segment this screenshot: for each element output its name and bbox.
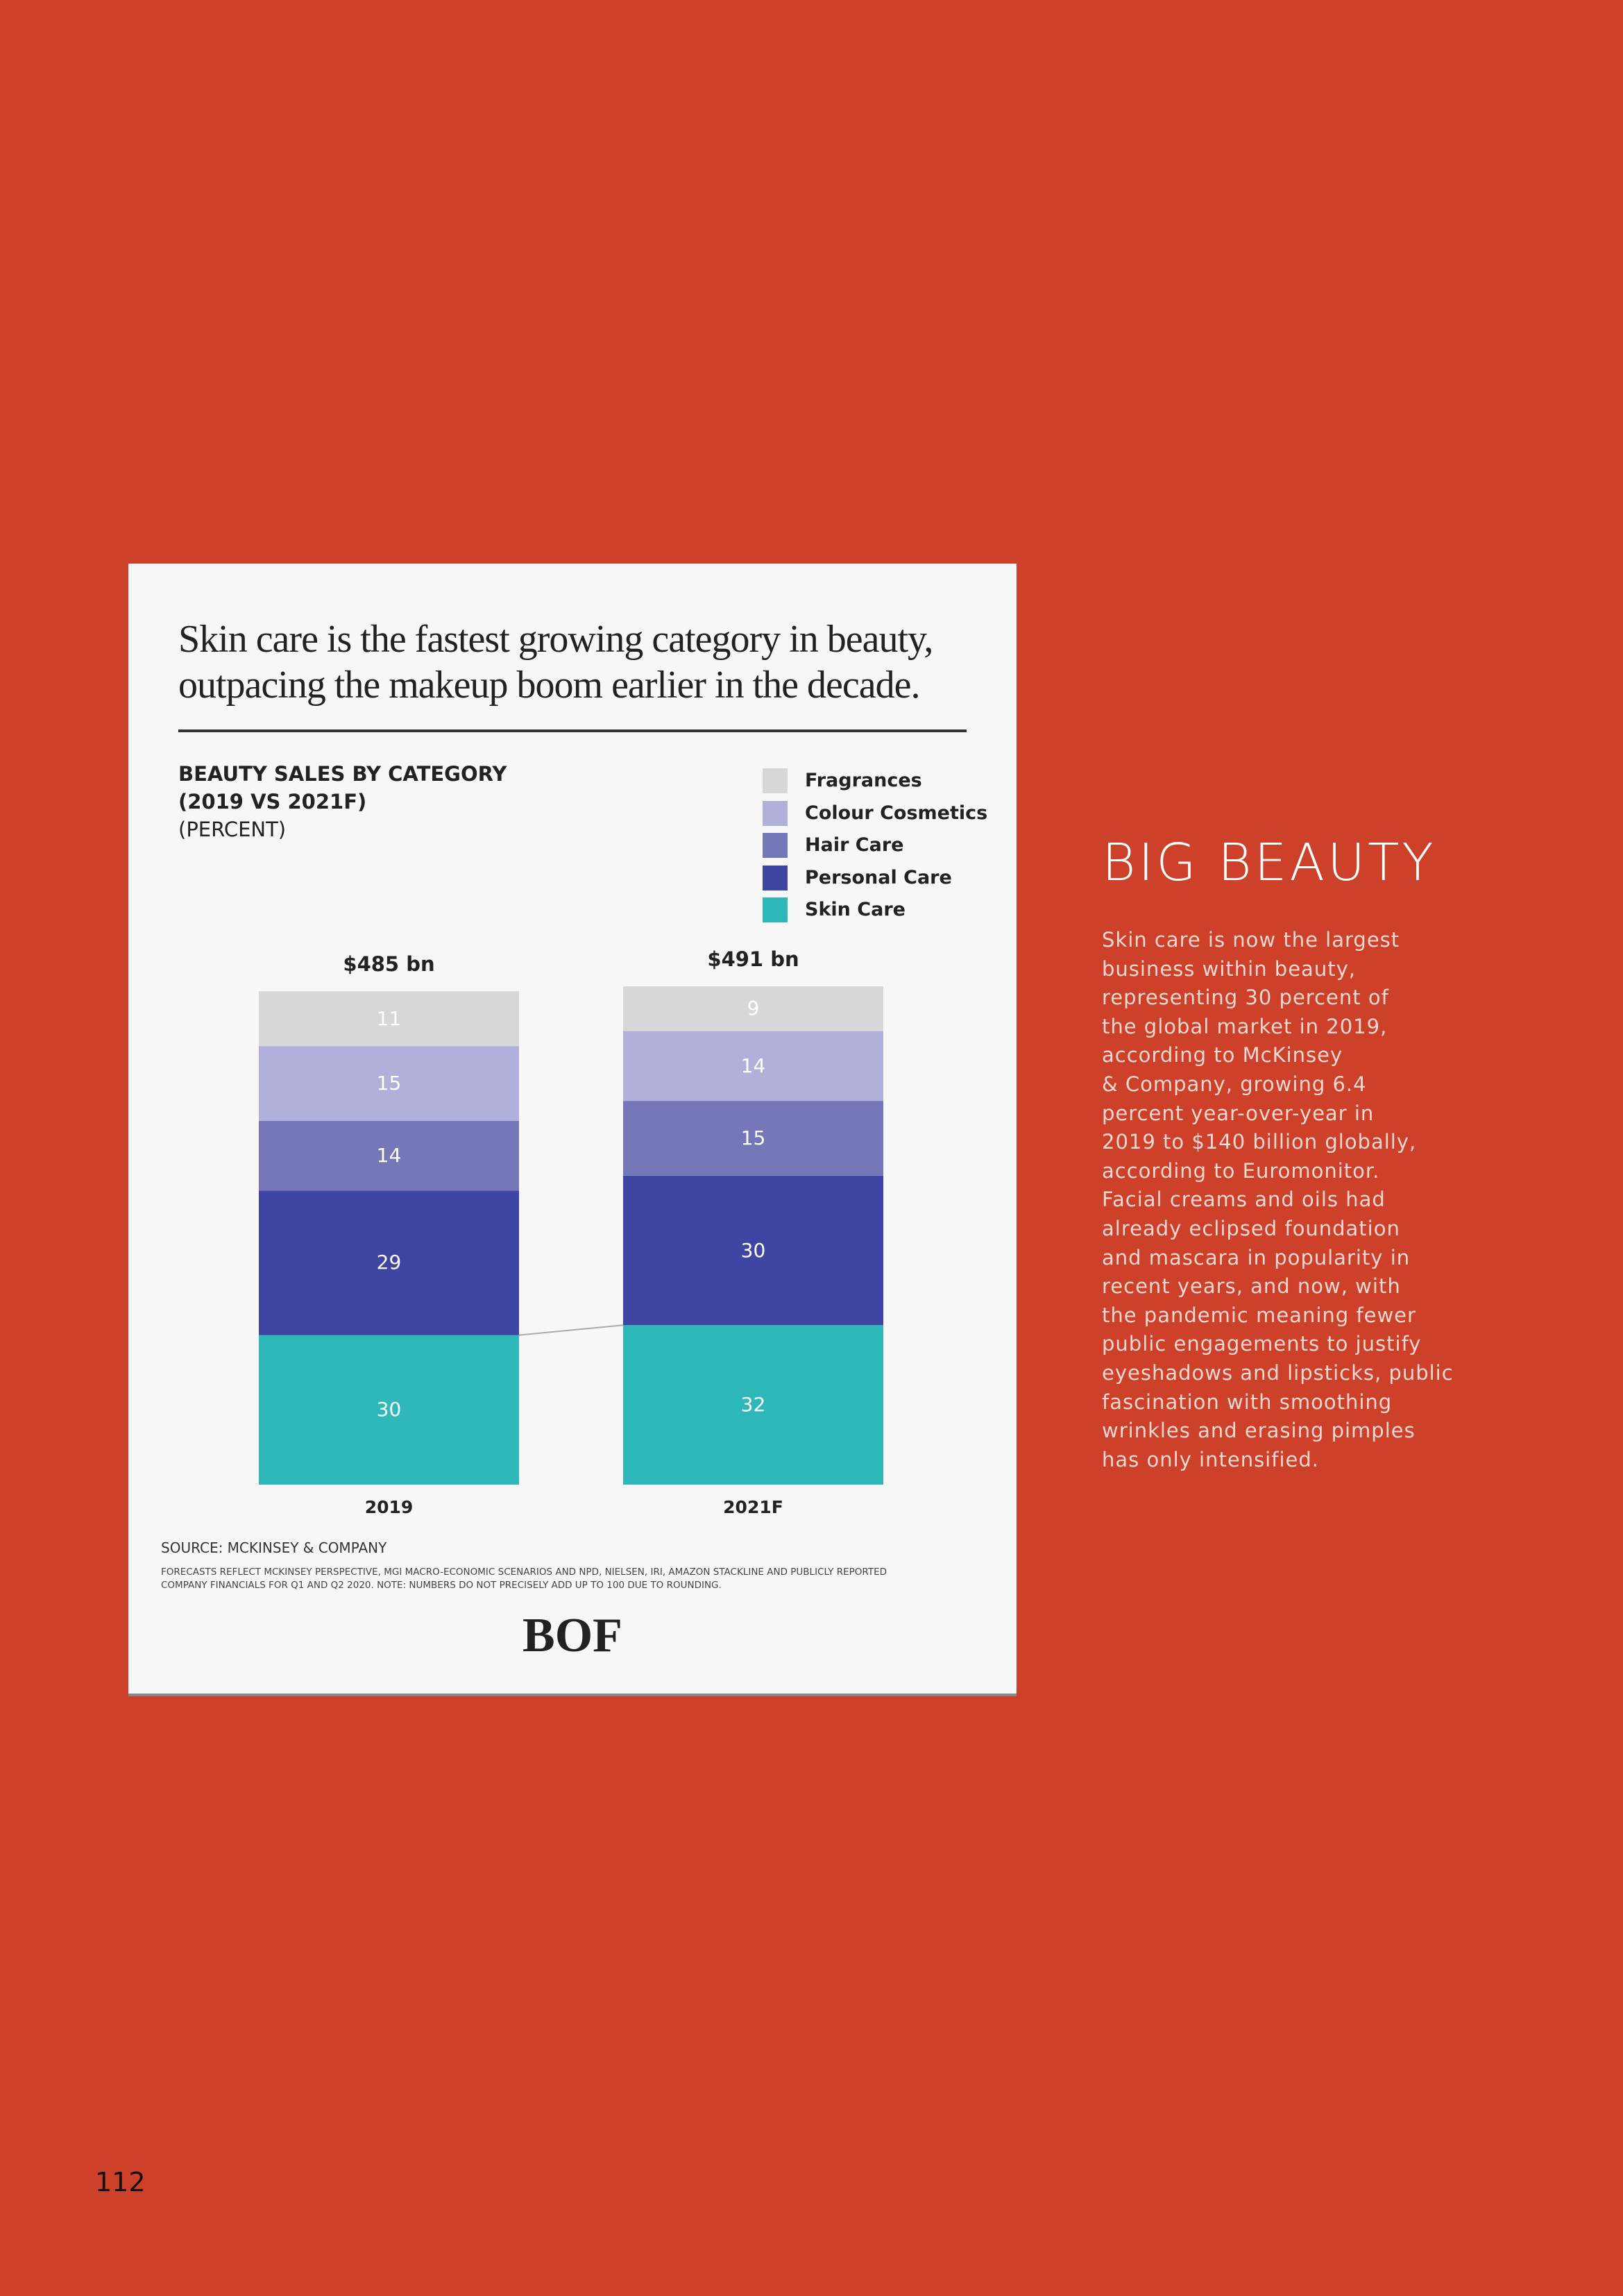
legend-label: Personal Care — [805, 866, 952, 888]
body-line: the pandemic meaning fewer — [1102, 1303, 1416, 1327]
sidebar-heading: BIG BEAUTY — [1102, 833, 1436, 893]
body-line: fascination with smoothing — [1102, 1390, 1393, 1414]
body-line: has only intensified. — [1102, 1447, 1319, 1471]
chart-subtitle: BEAUTY SALES BY CATEGORY — [178, 762, 507, 786]
body-line: eyeshadows and lipsticks, public — [1102, 1360, 1454, 1385]
segment-label: 29 — [376, 1251, 402, 1274]
body-line: wrinkles and erasing pimples — [1102, 1419, 1416, 1443]
legend-label: Skin Care — [805, 899, 906, 920]
segment-label: 32 — [740, 1393, 766, 1417]
bar-segment — [259, 1335, 519, 1485]
segment-label: 14 — [740, 1054, 766, 1077]
title-rule — [178, 729, 967, 732]
bar-segment — [623, 986, 883, 1031]
segment-label: 9 — [747, 997, 760, 1020]
connector — [518, 1324, 624, 1336]
legend-swatch — [763, 897, 788, 922]
body-line: & Company, growing 6.4 — [1102, 1072, 1367, 1096]
bar-segment — [623, 1031, 883, 1101]
segment-label: 15 — [740, 1126, 766, 1149]
body-line: representing 30 percent of — [1102, 986, 1389, 1010]
bar-segment — [623, 1175, 883, 1326]
body-line: 2019 to $140 billion globally, — [1102, 1130, 1417, 1154]
body-line: Facial creams and oils had — [1102, 1188, 1386, 1212]
x-tick-label: 2021F — [723, 1497, 783, 1517]
bar-segment — [259, 1046, 519, 1121]
body-line: business within beauty, — [1102, 956, 1356, 981]
bar-segment — [259, 1190, 519, 1335]
legend-swatch — [763, 768, 788, 793]
x-tick-label: 2019 — [364, 1497, 414, 1517]
body-line: and mascara in popularity in — [1102, 1245, 1411, 1269]
total-label: $485 bn — [343, 952, 435, 977]
bar-segment — [623, 1325, 883, 1485]
segment-label: 30 — [376, 1398, 402, 1421]
body-line: the global market in 2019, — [1102, 1014, 1388, 1038]
bar-segment — [259, 1120, 519, 1191]
logo: BOF — [522, 1609, 622, 1662]
segment-label: 15 — [376, 1072, 402, 1095]
sidebar-body: Skin care is now the largest business wit… — [1102, 926, 1454, 1474]
legend-swatch — [763, 833, 788, 858]
body-line: percent year-over-year in — [1102, 1101, 1375, 1125]
segment-label: 11 — [376, 1006, 402, 1030]
body-line: already eclipsed foundation — [1102, 1216, 1400, 1240]
body-line: recent years, and now, with — [1102, 1274, 1401, 1299]
body-line: according to McKinsey — [1102, 1043, 1343, 1067]
segment-label: 14 — [376, 1144, 402, 1167]
source: SOURCE: MCKINSEY & COMPANY — [161, 1539, 387, 1556]
bar-segment — [259, 991, 519, 1047]
footnote: FORECASTS REFLECT MCKINSEY PERSPECTIVE, … — [161, 1567, 887, 1591]
plot — [259, 986, 883, 1485]
page-number: 112 — [95, 2167, 146, 2197]
segment-label: 30 — [740, 1238, 766, 1262]
chart-card: Skin care is the fastest growing categor… — [128, 564, 1017, 1696]
legend-label: Colour Cosmetics — [805, 802, 988, 824]
body-line: Skin care is now the largest — [1102, 928, 1400, 952]
bar-segment — [623, 1101, 883, 1176]
chart-title: Skin care is the fastest growing categor… — [178, 618, 933, 707]
total-label: $491 bn — [707, 947, 799, 971]
legend-swatch — [763, 800, 788, 826]
body-line: public engagements to justify — [1102, 1332, 1422, 1356]
legend-label: Fragrances — [805, 770, 922, 791]
legend-label: Hair Care — [805, 834, 904, 856]
body-line: according to Euromonitor. — [1102, 1158, 1380, 1183]
chart-subtitle: (2019 VS 2021F) — [178, 790, 367, 813]
chart-subtitle: (PERCENT) — [178, 818, 287, 841]
legend-swatch — [763, 865, 788, 890]
